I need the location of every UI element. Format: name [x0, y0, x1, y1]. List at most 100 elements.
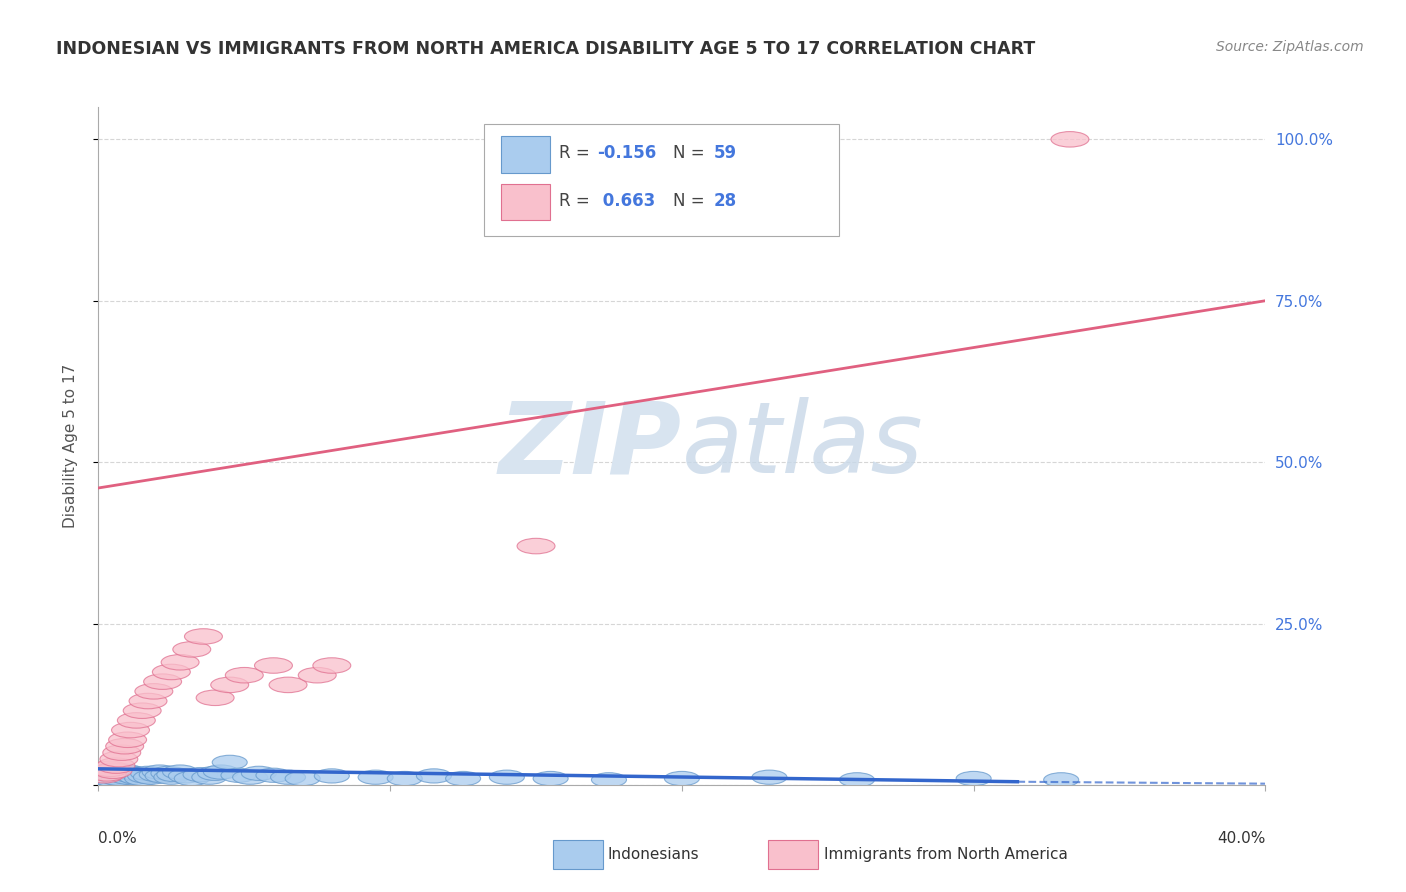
Text: INDONESIAN VS IMMIGRANTS FROM NORTH AMERICA DISABILITY AGE 5 TO 17 CORRELATION C: INDONESIAN VS IMMIGRANTS FROM NORTH AMER… — [56, 40, 1035, 58]
Ellipse shape — [98, 770, 134, 784]
Ellipse shape — [103, 745, 141, 760]
Text: 0.0%: 0.0% — [98, 831, 138, 846]
Ellipse shape — [153, 770, 188, 784]
Ellipse shape — [517, 539, 555, 554]
Ellipse shape — [94, 763, 132, 779]
Ellipse shape — [134, 770, 169, 784]
Text: ZIP: ZIP — [499, 398, 682, 494]
Ellipse shape — [256, 768, 291, 782]
Ellipse shape — [93, 765, 128, 779]
Ellipse shape — [174, 772, 209, 786]
Ellipse shape — [104, 767, 139, 781]
Ellipse shape — [125, 772, 160, 786]
Ellipse shape — [956, 772, 991, 786]
Ellipse shape — [242, 766, 277, 780]
Ellipse shape — [104, 764, 139, 778]
Ellipse shape — [105, 739, 143, 754]
Ellipse shape — [110, 770, 145, 784]
Text: -0.156: -0.156 — [596, 145, 657, 162]
Ellipse shape — [97, 758, 135, 773]
Ellipse shape — [314, 657, 350, 673]
Ellipse shape — [131, 766, 166, 780]
Ellipse shape — [100, 751, 138, 767]
FancyBboxPatch shape — [501, 136, 550, 173]
Ellipse shape — [489, 770, 524, 784]
Text: R =: R = — [560, 145, 595, 162]
Ellipse shape — [163, 765, 198, 779]
Ellipse shape — [91, 761, 129, 777]
Ellipse shape — [108, 732, 146, 747]
Ellipse shape — [89, 765, 127, 781]
Text: 0.663: 0.663 — [596, 192, 655, 210]
Text: Source: ZipAtlas.com: Source: ZipAtlas.com — [1216, 40, 1364, 54]
Ellipse shape — [298, 667, 336, 683]
Ellipse shape — [211, 677, 249, 692]
FancyBboxPatch shape — [501, 184, 550, 220]
Y-axis label: Disability Age 5 to 17: Disability Age 5 to 17 — [63, 364, 77, 528]
Ellipse shape — [101, 772, 136, 786]
Ellipse shape — [446, 772, 481, 786]
Ellipse shape — [221, 768, 256, 782]
Text: atlas: atlas — [682, 398, 924, 494]
Text: Indonesians: Indonesians — [607, 847, 699, 862]
Ellipse shape — [173, 641, 211, 657]
Text: 59: 59 — [713, 145, 737, 162]
Ellipse shape — [107, 766, 142, 780]
Ellipse shape — [157, 767, 191, 781]
Ellipse shape — [225, 667, 263, 683]
Ellipse shape — [90, 764, 125, 778]
Ellipse shape — [96, 768, 131, 782]
Ellipse shape — [212, 756, 247, 770]
Ellipse shape — [184, 629, 222, 644]
Text: 28: 28 — [713, 192, 737, 210]
Ellipse shape — [96, 772, 131, 787]
Ellipse shape — [1043, 772, 1078, 787]
Ellipse shape — [150, 766, 186, 780]
Ellipse shape — [101, 765, 136, 779]
Ellipse shape — [183, 767, 218, 781]
Ellipse shape — [191, 770, 226, 784]
Ellipse shape — [592, 772, 627, 787]
Text: N =: N = — [672, 145, 710, 162]
Ellipse shape — [197, 690, 233, 706]
Ellipse shape — [135, 683, 173, 699]
Ellipse shape — [269, 677, 307, 692]
Ellipse shape — [120, 770, 153, 784]
Ellipse shape — [145, 769, 180, 783]
Ellipse shape — [142, 765, 177, 779]
FancyBboxPatch shape — [484, 124, 839, 235]
Ellipse shape — [111, 723, 149, 738]
Ellipse shape — [198, 766, 232, 780]
Ellipse shape — [387, 772, 422, 786]
Ellipse shape — [204, 765, 239, 779]
Ellipse shape — [90, 772, 125, 786]
Text: 40.0%: 40.0% — [1218, 831, 1265, 846]
Ellipse shape — [98, 766, 134, 780]
Ellipse shape — [1050, 132, 1088, 147]
Ellipse shape — [169, 769, 204, 783]
Ellipse shape — [839, 772, 875, 787]
Ellipse shape — [112, 768, 148, 782]
Ellipse shape — [129, 693, 167, 709]
Ellipse shape — [122, 767, 157, 781]
Ellipse shape — [270, 770, 305, 784]
Ellipse shape — [665, 772, 699, 786]
Ellipse shape — [143, 674, 181, 690]
Ellipse shape — [93, 770, 128, 784]
Ellipse shape — [285, 772, 321, 786]
Ellipse shape — [107, 769, 142, 783]
Ellipse shape — [110, 765, 145, 779]
Ellipse shape — [752, 770, 787, 784]
Ellipse shape — [416, 769, 451, 783]
Ellipse shape — [139, 767, 174, 781]
Ellipse shape — [87, 768, 122, 782]
Ellipse shape — [115, 766, 150, 780]
Ellipse shape — [124, 703, 162, 718]
Ellipse shape — [128, 769, 163, 783]
Ellipse shape — [315, 769, 349, 783]
Text: R =: R = — [560, 192, 595, 210]
Ellipse shape — [162, 655, 200, 670]
Text: Immigrants from North America: Immigrants from North America — [824, 847, 1067, 862]
Ellipse shape — [359, 770, 394, 784]
Ellipse shape — [117, 713, 155, 728]
